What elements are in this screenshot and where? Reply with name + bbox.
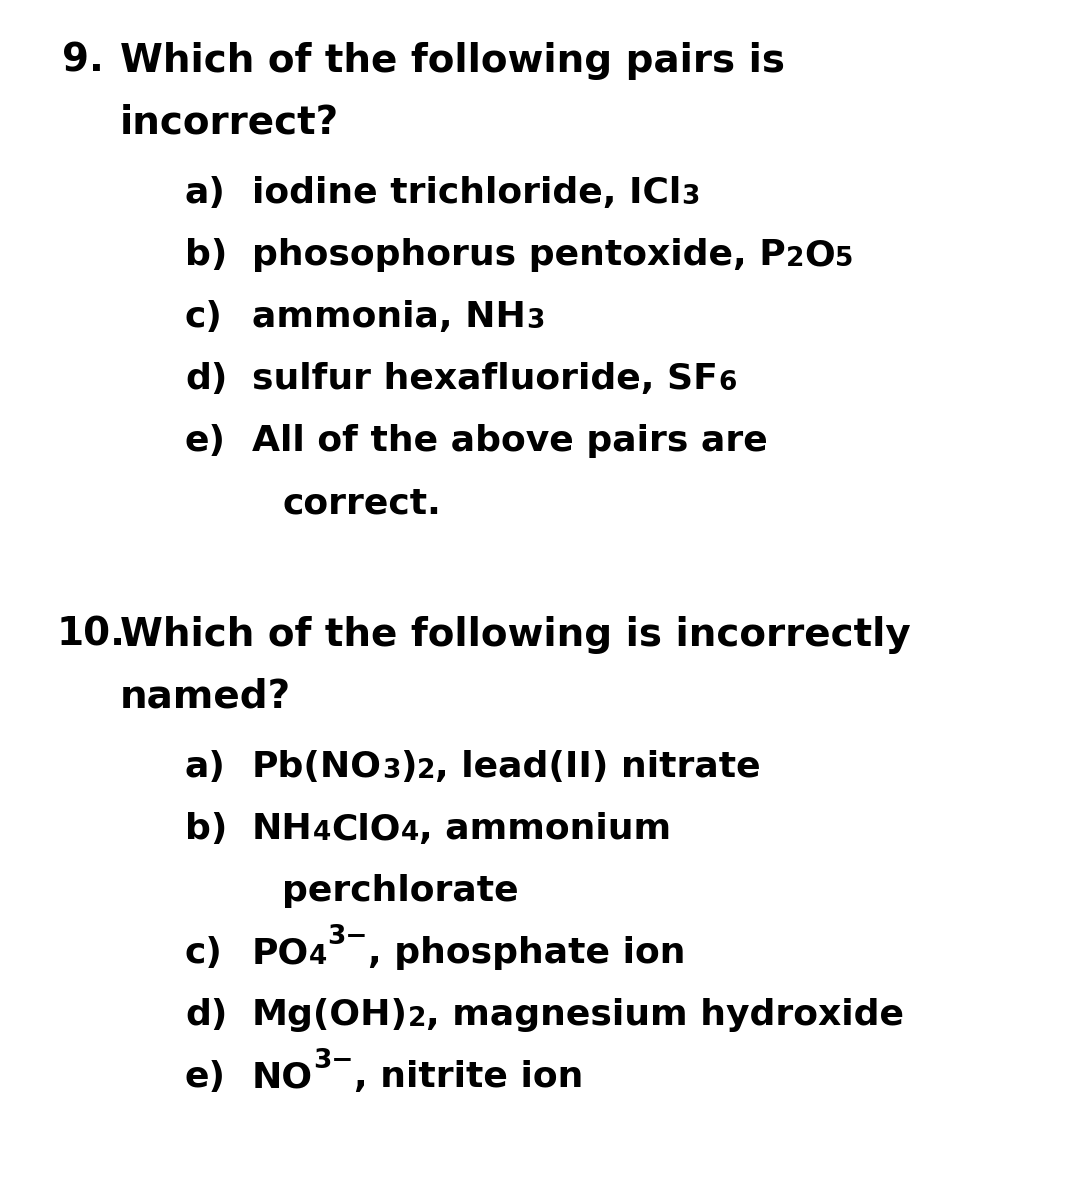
Text: , ammonium: , ammonium — [419, 812, 671, 846]
Text: 5: 5 — [835, 245, 853, 271]
Text: 4: 4 — [309, 944, 327, 970]
Text: Which of the following is incorrectly: Which of the following is incorrectly — [120, 616, 910, 654]
Text: O: O — [805, 238, 835, 273]
Text: correct.: correct. — [282, 486, 441, 520]
Text: , lead(II) nitrate: , lead(II) nitrate — [435, 750, 761, 784]
Text: NH: NH — [252, 812, 313, 846]
Text: Which of the following pairs is: Which of the following pairs is — [120, 42, 785, 80]
Text: ClO: ClO — [330, 812, 401, 846]
Text: 2: 2 — [786, 245, 805, 271]
Text: a): a) — [185, 750, 226, 784]
Text: 9.: 9. — [62, 42, 104, 80]
Text: named?: named? — [120, 678, 292, 716]
Text: b): b) — [185, 812, 228, 846]
Text: Mg(OH): Mg(OH) — [252, 998, 408, 1032]
Text: e): e) — [185, 424, 226, 458]
Text: perchlorate: perchlorate — [282, 874, 518, 907]
Text: 2: 2 — [417, 758, 435, 784]
Text: , phosphate ion: , phosphate ion — [368, 936, 686, 970]
Text: e): e) — [185, 1060, 226, 1094]
Text: ): ) — [401, 750, 417, 784]
Text: 3: 3 — [382, 758, 401, 784]
Text: Pb(NO: Pb(NO — [252, 750, 382, 784]
Text: ammonia, NH: ammonia, NH — [252, 300, 526, 334]
Text: 10.: 10. — [57, 616, 126, 654]
Text: sulfur hexafluoride, SF: sulfur hexafluoride, SF — [252, 362, 718, 396]
Text: c): c) — [185, 936, 222, 970]
Text: NO: NO — [252, 1060, 313, 1094]
Text: iodine trichloride, ICl: iodine trichloride, ICl — [252, 176, 681, 210]
Text: , nitrite ion: , nitrite ion — [353, 1060, 583, 1094]
Text: 3−: 3− — [313, 1048, 353, 1074]
Text: , magnesium hydroxide: , magnesium hydroxide — [427, 998, 904, 1032]
Text: phosophorus pentoxide, P: phosophorus pentoxide, P — [252, 238, 786, 273]
Text: 4: 4 — [313, 820, 330, 846]
Text: c): c) — [185, 300, 222, 334]
Text: d): d) — [185, 998, 228, 1032]
Text: d): d) — [185, 362, 228, 396]
Text: 4: 4 — [401, 820, 419, 846]
Text: 3: 3 — [681, 184, 700, 210]
Text: 2: 2 — [408, 1005, 427, 1031]
Text: 3: 3 — [526, 308, 544, 334]
Text: 3−: 3− — [327, 924, 368, 950]
Text: a): a) — [185, 176, 226, 210]
Text: b): b) — [185, 238, 228, 273]
Text: incorrect?: incorrect? — [120, 104, 339, 142]
Text: 6: 6 — [718, 369, 737, 395]
Text: All of the above pairs are: All of the above pairs are — [252, 424, 768, 458]
Text: PO: PO — [252, 936, 309, 970]
